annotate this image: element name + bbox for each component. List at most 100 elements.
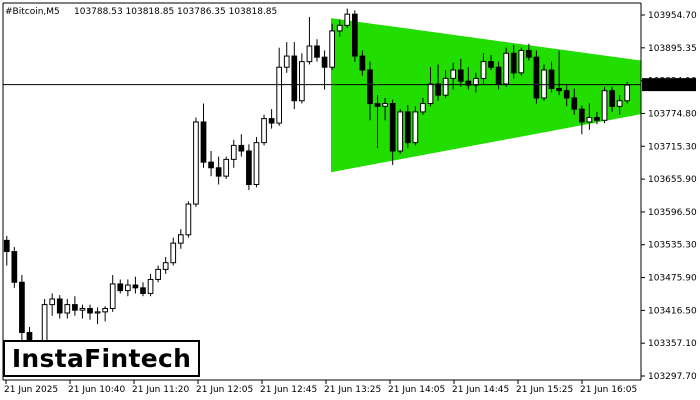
candle-body (533, 56, 540, 99)
candle (526, 43, 532, 61)
candle-body (616, 100, 623, 107)
candle (321, 50, 328, 90)
candle (261, 114, 267, 146)
candle-body (193, 121, 199, 205)
candle-body (480, 61, 487, 79)
candle (556, 50, 562, 96)
candle-body (132, 284, 139, 289)
header-symbol: #Bitcoin,M5 (5, 7, 60, 17)
candle (246, 144, 252, 191)
candle (578, 105, 585, 135)
candle-body (19, 281, 25, 334)
candle-body (102, 308, 108, 313)
candle (435, 64, 441, 101)
x-tick-label: 21 Jun 12:05 (196, 385, 253, 395)
candle-body (586, 116, 593, 123)
x-tick-label: 21 Jun 15:25 (516, 385, 573, 395)
candle-body (208, 161, 214, 169)
candle (162, 257, 169, 274)
candle-body (140, 287, 146, 294)
candle (374, 95, 381, 149)
candle-body (223, 158, 230, 177)
candle (299, 53, 305, 104)
candle (276, 47, 283, 126)
candle (367, 61, 373, 121)
candle (420, 97, 426, 115)
y-tick-label: 103297.70 (648, 372, 697, 382)
candle (200, 103, 207, 168)
candle-body (367, 69, 373, 105)
candle-body (261, 118, 267, 144)
candle (140, 282, 146, 297)
candle (215, 156, 222, 185)
candle-body (177, 234, 184, 244)
candle-body (238, 144, 245, 152)
y-tick-label: 103655.90 (648, 175, 697, 185)
candle (382, 97, 388, 121)
candle-body (351, 13, 358, 57)
candle (442, 70, 449, 98)
candle-body (117, 283, 124, 292)
candle (351, 10, 358, 62)
candle-body (427, 83, 434, 105)
x-tick-label: 21 Jun 2025 (4, 385, 58, 395)
candle-body (374, 103, 381, 107)
candle (238, 134, 245, 157)
instafintech-logo: InstaFintech (3, 340, 200, 377)
y-tick-label: 103715.30 (648, 142, 697, 152)
candle-body (609, 90, 615, 107)
candle-body (473, 77, 479, 86)
candle (397, 109, 404, 154)
candle (193, 117, 199, 207)
candle (49, 293, 56, 316)
candle-body (94, 311, 101, 314)
candle (283, 42, 290, 73)
candle-body (488, 61, 494, 68)
candle (457, 58, 464, 87)
candle-body (3, 239, 10, 253)
candle (19, 274, 25, 341)
y-tick-label: 103895.35 (648, 44, 697, 54)
x-tick-label: 21 Jun 11:20 (132, 385, 189, 395)
candle (177, 229, 184, 249)
candle (480, 53, 487, 84)
candle-body (291, 55, 298, 102)
candle (541, 64, 547, 101)
candle (533, 50, 540, 104)
candle-body (420, 103, 426, 113)
candle-body (556, 87, 562, 92)
candle (109, 274, 116, 312)
x-tick-label: 21 Jun 14:45 (452, 385, 509, 395)
candle (314, 39, 320, 62)
candle-body (299, 61, 305, 102)
candle-body (230, 144, 237, 160)
y-tick-label: 103475.90 (648, 274, 697, 284)
y-tick-label: 103416.50 (648, 306, 697, 316)
candle-body (170, 242, 177, 264)
candle-body (79, 308, 86, 311)
candle (594, 111, 600, 125)
candle-body (283, 55, 290, 68)
candle-body (49, 298, 56, 306)
candle-body (503, 52, 510, 85)
candle (306, 16, 313, 65)
candle (616, 95, 623, 115)
candle-body (253, 142, 260, 186)
y-tick-label: 103596.50 (648, 208, 697, 218)
candle (609, 86, 615, 112)
candle-body (87, 308, 93, 314)
candle-body (11, 251, 18, 283)
candle-body (548, 69, 555, 89)
candle-body (124, 284, 131, 292)
candle (548, 61, 555, 93)
candle (72, 296, 78, 316)
candle-body (200, 121, 207, 163)
candle-body (594, 116, 600, 121)
candle-body (571, 97, 578, 110)
candle-body (72, 304, 78, 311)
candle-body (215, 167, 222, 177)
candle-body (457, 69, 464, 82)
current-price-tag: 103818.85 (642, 78, 696, 92)
current-price-tag-bg (642, 78, 696, 92)
candle-body (397, 111, 404, 152)
